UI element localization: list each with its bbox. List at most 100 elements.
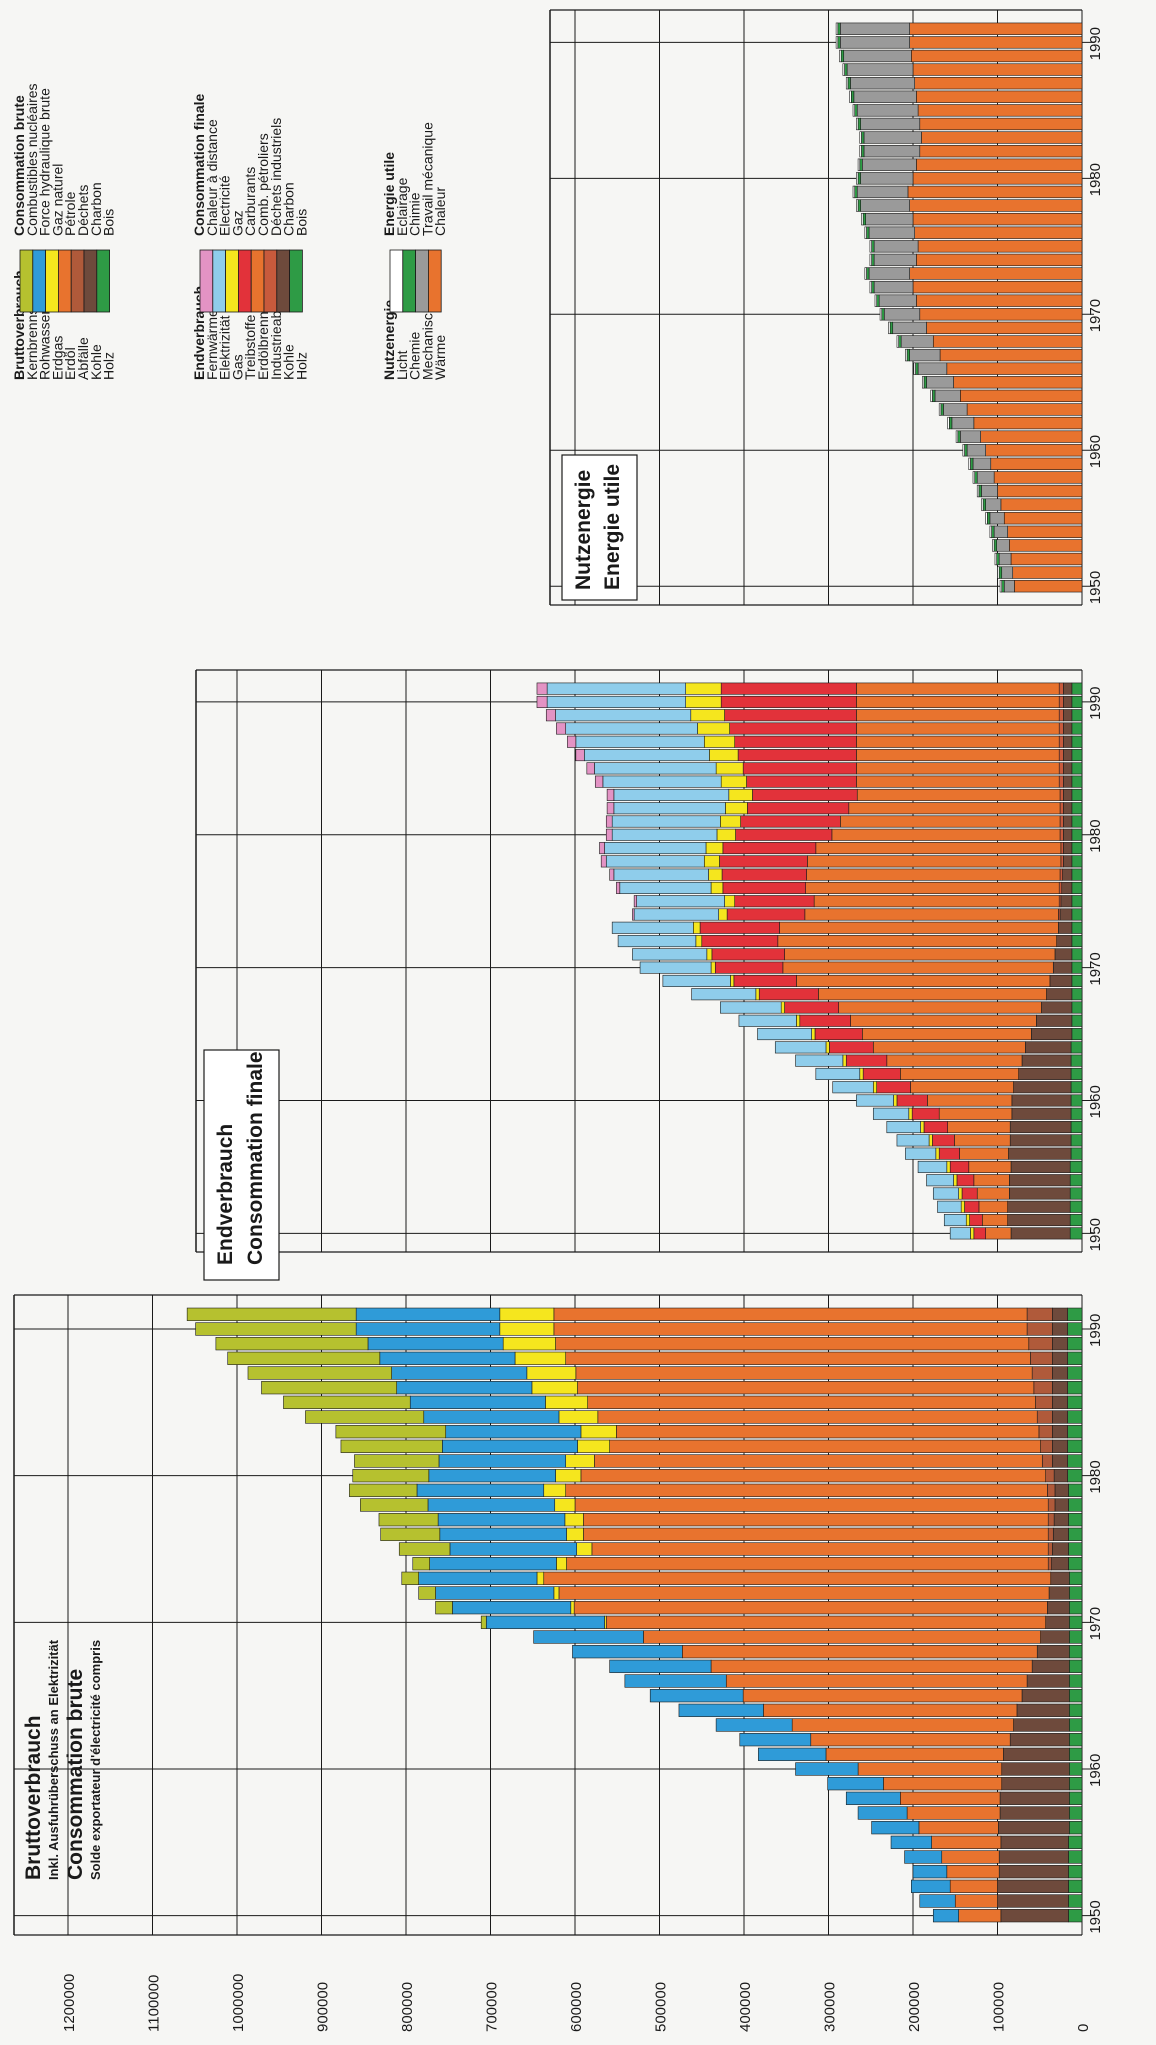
final-bar-segment: [958, 1187, 963, 1200]
final-bar-segment: [976, 1187, 1010, 1200]
useful-bar-segment: [847, 77, 851, 90]
useful-bar-segment: [917, 240, 1083, 253]
final-bar-segment: [973, 1174, 1010, 1187]
gross-bar-segment: [545, 1395, 588, 1409]
gross-bar-segment: [1068, 1835, 1083, 1849]
final-bar-segment: [886, 1054, 1023, 1067]
gross-bar-segment: [416, 1483, 545, 1497]
final-bar-segment: [605, 855, 705, 868]
gross-bar-segment: [997, 1894, 1069, 1908]
final-bar-segment: [893, 1094, 898, 1107]
gross-bar-segment: [1052, 1395, 1068, 1409]
useful-bar-segment: [992, 539, 995, 552]
gross-bar-segment: [900, 1791, 1001, 1805]
final-bar-segment: [613, 802, 726, 815]
gross-bar-segment: [553, 1586, 560, 1600]
final-legend-title-fr: Consommation finale: [191, 93, 207, 236]
gross-bar-segment: [1052, 1322, 1068, 1336]
gross-bar-segment: [710, 1659, 1033, 1673]
useful-bar-segment: [851, 90, 855, 103]
final-bar-segment: [1036, 1014, 1073, 1027]
gross-bar-segment: [1069, 1571, 1083, 1585]
final-bar-segment: [1058, 682, 1064, 695]
final-bar-segment: [856, 749, 1060, 762]
useful-bar-segment: [861, 131, 865, 144]
final-bar-segment: [1063, 855, 1073, 868]
final-bar-segment: [735, 828, 833, 841]
final-bar-segment: [536, 695, 548, 708]
final-bar-segment: [1058, 749, 1064, 762]
gross-bar-segment: [565, 1454, 595, 1468]
gross-bar-segment: [553, 1307, 1028, 1321]
final-bar-segment: [705, 842, 724, 855]
useful-bar-segment: [916, 90, 1083, 103]
final-bar-segment: [1059, 828, 1064, 841]
final-bar-segment: [720, 815, 741, 828]
gross-bar-segment: [827, 1777, 884, 1791]
gross-bar-segment: [485, 1615, 605, 1629]
final-bar-segment: [1069, 1187, 1083, 1200]
final-bar-segment: [856, 762, 1060, 775]
final-bar-segment: [703, 855, 720, 868]
gross-bar-segment: [946, 1865, 1000, 1879]
value-tick-label: 800000: [399, 1982, 416, 2032]
useful-bar-segment: [981, 498, 984, 511]
gross-bar-segment: [998, 1850, 1069, 1864]
final-legend-swatch: [276, 249, 290, 313]
gross-bar-segment: [1040, 1630, 1070, 1644]
gross-bar-segment: [1068, 1894, 1083, 1908]
gross-bar-segment: [616, 1425, 1040, 1439]
final-bar-segment: [856, 709, 1060, 722]
gross-legend-item-fr: Charbon: [88, 182, 104, 236]
final-bar-segment: [555, 709, 692, 722]
final-bar-segment: [546, 695, 686, 708]
gross-bar-segment: [1050, 1571, 1070, 1585]
gross-bar-segment: [186, 1307, 357, 1321]
gross-bar-segment: [1030, 1351, 1053, 1365]
final-bar-segment: [1060, 895, 1073, 908]
useful-bar-segment: [873, 280, 914, 294]
useful-bar-segment: [856, 117, 859, 131]
final-bar-segment: [1070, 1107, 1083, 1120]
useful-bar-segment: [916, 158, 1083, 171]
final-bar-segment: [728, 788, 753, 801]
useful-bar-segment: [914, 77, 1083, 90]
gross-bar-segment: [437, 1513, 566, 1527]
gross-bar-segment: [1067, 1425, 1083, 1439]
gross-bar-segment: [1069, 1718, 1083, 1732]
final-bar-segment: [737, 749, 857, 762]
useful-bar-segment: [919, 145, 1083, 158]
useful-bar-segment: [840, 36, 910, 49]
gross-legend-item-fr: Déchets: [75, 185, 91, 236]
final-bar-segment: [738, 1014, 797, 1027]
useful-bar-segment: [846, 63, 914, 76]
gross-bar-segment: [810, 1733, 1011, 1747]
useful-bar-segment: [989, 525, 992, 538]
gross-bar-segment: [1026, 1674, 1070, 1688]
final-bar-segment: [639, 961, 712, 974]
useful-bar-segment: [861, 145, 865, 158]
useful-bar-segment: [993, 471, 1083, 484]
useful-bar-segment: [914, 226, 1083, 239]
final-bar-segment: [779, 921, 1059, 934]
useful-bar-segment: [997, 484, 1083, 498]
final-bar-segment: [1071, 1028, 1083, 1041]
final-title-de: Endverbrauch: [214, 1124, 237, 1265]
gross-bar-segment: [845, 1791, 901, 1805]
useful-bar-segment: [1007, 525, 1083, 538]
final-bar-segment: [969, 1214, 983, 1227]
final-bar-segment: [927, 1094, 1013, 1107]
final-bar-segment: [1007, 1200, 1071, 1213]
final-bar-segment: [1061, 881, 1073, 894]
gross-bar-segment: [763, 1703, 1018, 1717]
final-legend-item-fr: Charbon: [281, 182, 297, 236]
gross-bar-segment: [1069, 1821, 1083, 1835]
gross-bar-segment: [445, 1425, 582, 1439]
useful-bar-segment: [932, 389, 936, 403]
gross-bar-segment: [609, 1659, 712, 1673]
gross-bar-segment: [1069, 1659, 1083, 1673]
useful-bar-segment: [917, 362, 948, 375]
final-legend-swatch: [212, 249, 227, 313]
gross-bar-segment: [558, 1586, 1050, 1600]
final-bar-segment: [1071, 788, 1083, 801]
